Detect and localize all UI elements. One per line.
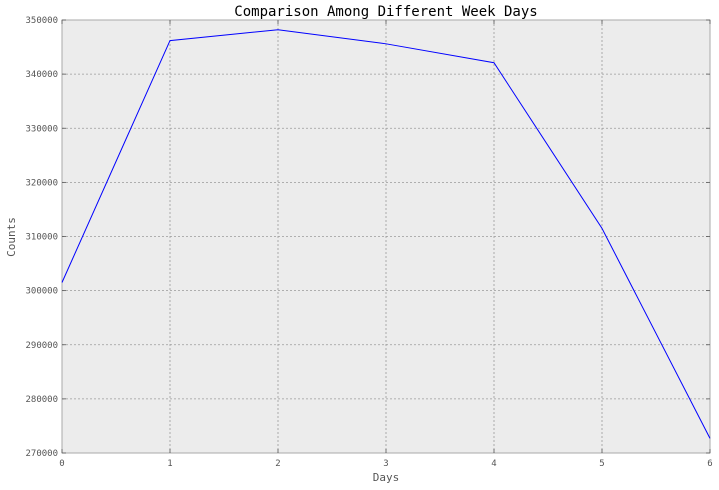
x-tick-label: 3 [383,459,388,469]
x-tick-label: 5 [599,459,604,469]
x-tick-labels: 0 1 2 3 4 5 6 [59,459,712,469]
y-tick-label: 320000 [25,178,58,188]
chart-title: Comparison Among Different Week Days [234,4,537,20]
x-tick-label: 4 [491,459,496,469]
y-tick-label: 350000 [25,16,58,26]
x-tick-label: 2 [275,459,280,469]
x-tick-label: 1 [167,459,172,469]
y-tick-label: 300000 [25,287,58,297]
y-tick-label: 280000 [25,395,58,405]
x-tick-label: 0 [59,459,64,469]
y-tick-labels: 270000 280000 290000 300000 310000 320000 3300… [25,16,58,459]
y-tick-label: 340000 [25,70,58,80]
x-tick-label: 6 [707,459,712,469]
y-tick-label: 290000 [25,341,58,351]
y-tick-label: 310000 [25,233,58,243]
y-tick-label: 330000 [25,124,58,134]
series-line [61,29,711,439]
y-tick-label: 270000 [25,449,58,459]
x-axis-label: Days [373,471,400,484]
y-axis-label: Counts [5,217,18,257]
series-lines [61,29,711,439]
grid-lines [62,20,710,453]
axis-ticks [61,19,711,454]
